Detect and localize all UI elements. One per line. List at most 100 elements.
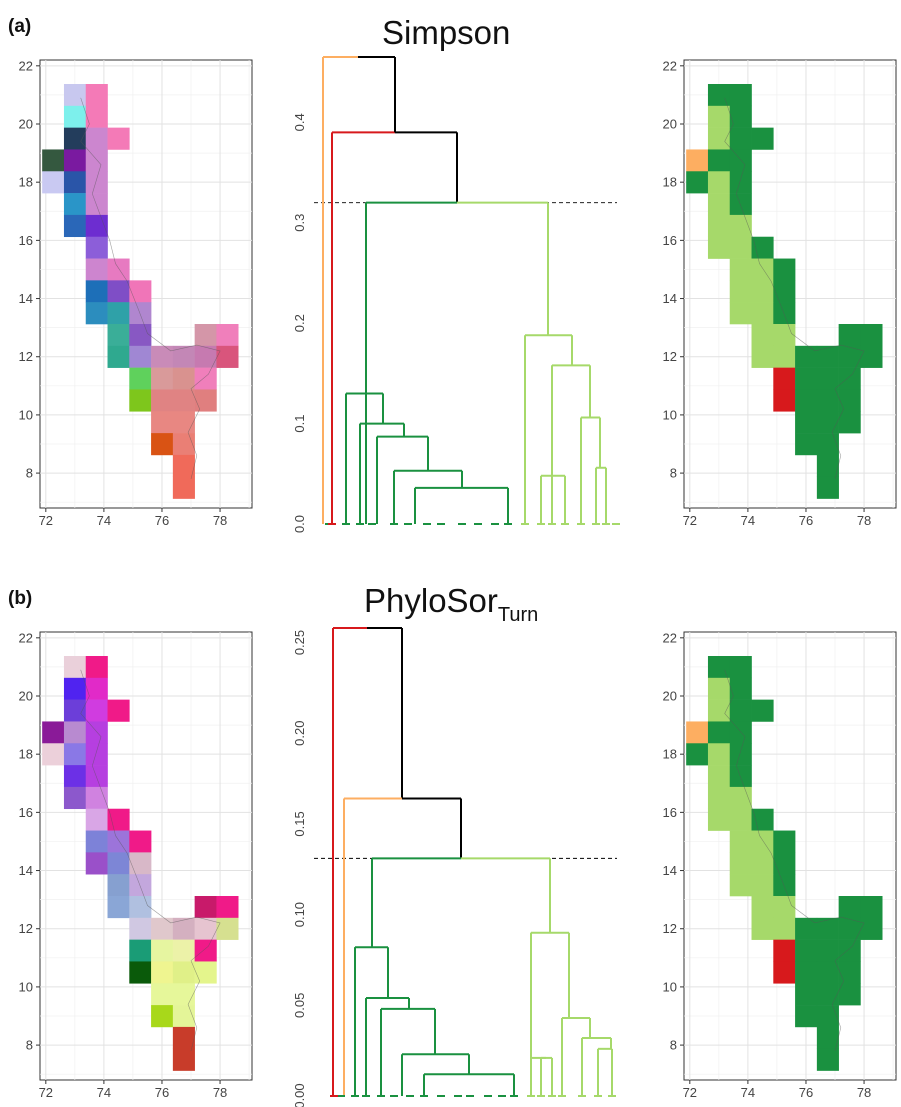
map-a-right-grid-cell xyxy=(707,127,731,150)
map-a-right-grid-cell xyxy=(729,171,752,194)
map-a-left-grid-cell xyxy=(85,302,108,325)
map-b-right-grid-cell xyxy=(816,961,839,984)
map-b-left-tick-label-y: 16 xyxy=(19,805,33,820)
map-b-left-grid-cell xyxy=(63,721,87,744)
map-b-left-grid-cell xyxy=(42,721,65,744)
map-a-right-tick-label-y: 20 xyxy=(663,117,677,132)
map-a-right-grid-cell xyxy=(773,302,796,325)
map-b-right-grid-cell xyxy=(729,721,752,744)
map-a-right-grid-cell xyxy=(838,345,861,368)
map-a-right-grid-cell xyxy=(707,236,731,259)
panel-label-b: (b) xyxy=(8,588,32,609)
map-b-right-grid-cell xyxy=(795,1005,818,1028)
map-b-left-grid-cell xyxy=(129,917,152,940)
map-a-left-grid-cell xyxy=(63,84,87,107)
map-a-left-grid-cell xyxy=(172,433,195,456)
map-a-right-grid-cell xyxy=(838,411,861,434)
dendro-a-tick-label-y: 0.2 xyxy=(292,314,307,332)
map-a-left-grid-cell xyxy=(129,367,152,390)
map-b-left-grid-cell xyxy=(172,939,195,962)
dendrogram-b: 0.00 0.05 0.10 0.15 0.20 0.25 xyxy=(292,627,617,1107)
map-a-left-grid-cell xyxy=(63,105,87,128)
map-a-left-tick-label-x: 74 xyxy=(97,513,111,528)
map-a-left-tick-label-x: 72 xyxy=(39,513,53,528)
map-a-left-tick-label-y: 20 xyxy=(19,117,33,132)
map-a-right-grid-cell xyxy=(751,324,774,347)
map-a-left: 72 74 76 78 8 10 12 14 16 18 20 22 xyxy=(19,58,253,528)
map-b-left-tick-label-x: 76 xyxy=(155,1085,169,1100)
panel-title-b-main: PhyloSor xyxy=(364,582,498,619)
map-a-left-grid-cell xyxy=(129,302,152,325)
map-b-left-grid-cell xyxy=(85,677,108,700)
map-a-right-grid-cell xyxy=(707,149,731,172)
map-a-right-grid-cell xyxy=(795,389,818,412)
map-a-right-grid-cell xyxy=(751,236,774,259)
map-a-right-tick-label-x: 74 xyxy=(741,513,755,528)
map-b-right-tick-label-x: 76 xyxy=(799,1085,813,1100)
map-b-right-grid-cell xyxy=(686,721,709,744)
map-b-left-grid-cell xyxy=(194,896,217,919)
map-b-right-tick-label-y: 14 xyxy=(663,863,677,878)
map-a-right-grid-cell xyxy=(816,367,839,390)
map-b-right-tick-label-x: 74 xyxy=(741,1085,755,1100)
map-a-right-grid-cell xyxy=(686,149,709,172)
map-b-left-grid-cell xyxy=(172,917,195,940)
map-a-left-grid-cell xyxy=(107,280,130,303)
map-b-right-tick-label-x: 72 xyxy=(683,1085,697,1100)
map-a-right-tick-label-x: 72 xyxy=(683,513,697,528)
map-a-left-grid-cell xyxy=(194,345,217,368)
map-b-right-grid-cell xyxy=(707,765,731,788)
dendro-b-tick-label-y: 0.25 xyxy=(292,630,307,655)
map-b-right-tick-label-y: 10 xyxy=(663,979,677,994)
map-a-left-grid-cell xyxy=(172,476,195,499)
map-b-left-grid-cell xyxy=(129,874,152,897)
map-b-left-tick-label-y: 18 xyxy=(19,747,33,762)
map-b-left-tick-label-y: 22 xyxy=(19,630,33,645)
map-a-left-tick-label-y: 8 xyxy=(26,466,33,481)
map-a-left-grid-cell xyxy=(216,324,239,347)
map-b-right-grid-cell xyxy=(707,721,731,744)
map-a-left-grid-cell xyxy=(63,171,87,194)
dendro-a-tick-label-y: 0.3 xyxy=(292,214,307,232)
map-b-left-grid-cell xyxy=(151,917,174,940)
map-a-right-grid-cell xyxy=(838,324,861,347)
map-a-left-grid-cell xyxy=(85,127,108,150)
map-a-right-grid-cell xyxy=(838,389,861,412)
map-a-right-grid-cell xyxy=(860,345,883,368)
map-b-left-tick-label-x: 74 xyxy=(97,1085,111,1100)
map-a-right-grid-cell xyxy=(751,280,774,303)
dendro-b-tick-label-y: 0.15 xyxy=(292,811,307,836)
map-b-left-grid-cell xyxy=(85,743,108,766)
map-b-right-grid-cell xyxy=(838,896,861,919)
map-a-left-grid-cell xyxy=(194,324,217,347)
map-b-right-grid-cell xyxy=(773,874,796,897)
map-a-left-grid-cell xyxy=(172,389,195,412)
map-a-right-tick-label-y: 10 xyxy=(663,407,677,422)
panel-title-b-sub: Turn xyxy=(498,604,538,626)
map-a-right-grid-cell xyxy=(729,236,752,259)
map-a-right-grid-cell xyxy=(816,389,839,412)
map-a-right-grid-cell xyxy=(707,105,731,128)
map-b-left-grid-cell xyxy=(85,699,108,722)
panel-title-b: PhyloSorTurn xyxy=(364,582,538,626)
dendro-b-tick-label-y: 0.00 xyxy=(292,1083,307,1107)
map-b-left-grid-cell xyxy=(129,896,152,919)
map-b-left-grid-cell xyxy=(85,765,108,788)
map-b-left-grid-cell xyxy=(194,917,217,940)
map-b-right-grid-cell xyxy=(860,917,883,940)
map-b-right-grid-cell xyxy=(838,961,861,984)
map-b-right-grid-cell xyxy=(751,699,774,722)
map-a-right-tick-label-x: 78 xyxy=(857,513,871,528)
map-a-left-grid-cell xyxy=(129,345,152,368)
map-b-right-grid-cell xyxy=(729,656,752,679)
map-b-right-grid-cell xyxy=(729,874,752,897)
map-a-right: 72 74 76 78 8 10 12 14 16 18 20 22 xyxy=(663,58,897,528)
map-a-left-tick-label-x: 78 xyxy=(213,513,227,528)
panel-label-a: (a) xyxy=(8,16,31,37)
map-a-right-grid-cell xyxy=(773,258,796,281)
map-b-right-grid-cell xyxy=(751,874,774,897)
map-a-left-grid-cell xyxy=(216,345,239,368)
map-b-left-grid-cell xyxy=(107,852,130,875)
map-b-right-grid-cell xyxy=(686,743,709,766)
